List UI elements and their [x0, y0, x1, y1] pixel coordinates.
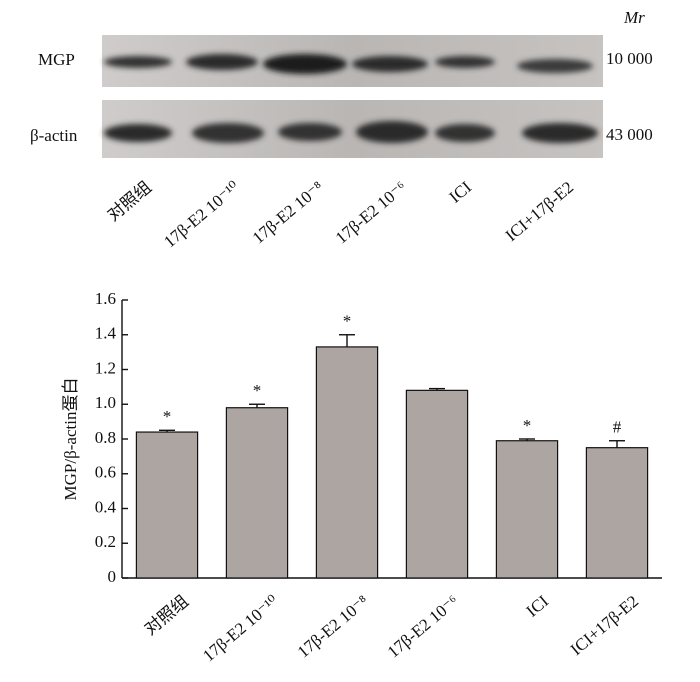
x-tick-label: 17β-E2 10⁻⁸ — [294, 591, 372, 661]
annotation: * — [343, 312, 352, 331]
y-axis-label: MGP/β-actin蛋白 — [61, 378, 80, 501]
y-tick-label: 0.6 — [95, 463, 116, 482]
y-tick-label: 0.2 — [95, 532, 116, 551]
bar — [225, 407, 289, 579]
bar — [495, 440, 559, 579]
lane-label: 17β-E2 10⁻⁸ — [249, 177, 327, 247]
mr-header: Mr — [623, 8, 645, 27]
y-tick-label: 1.0 — [95, 393, 116, 412]
bar — [135, 431, 199, 579]
bar — [405, 389, 469, 579]
x-tick-label: 17β-E2 10⁻⁶ — [384, 591, 462, 661]
blot-panel — [102, 35, 603, 87]
y-tick-label: 0.4 — [95, 497, 117, 516]
lane-label: 17β-E2 10⁻¹⁰ — [160, 177, 243, 251]
bands — [104, 54, 598, 143]
lane-label: ICI — [446, 177, 476, 206]
annotation: * — [253, 381, 262, 400]
y-tick-label: 0 — [108, 567, 117, 586]
annotation: # — [613, 418, 622, 437]
annotation: * — [163, 407, 172, 426]
x-tick-label: ICI+17β-E2 — [567, 592, 642, 660]
row-label: β-actin — [30, 126, 78, 145]
y-tick-label: 1.4 — [95, 324, 117, 343]
mr-value: 43 000 — [606, 125, 653, 144]
x-tick-label: 17β-E2 10⁻¹⁰ — [199, 591, 282, 665]
mr-value: 10 000 — [606, 49, 653, 68]
bar — [585, 447, 649, 579]
lane-label: 17β-E2 10⁻⁶ — [332, 177, 410, 247]
y-tick-label: 0.8 — [95, 428, 116, 447]
blot-panel — [102, 100, 603, 158]
row-label: MGP — [38, 50, 75, 69]
bar — [315, 346, 379, 579]
annotation: * — [523, 416, 532, 435]
x-tick-label: ICI — [523, 591, 553, 620]
y-tick-label: 1.2 — [95, 358, 116, 377]
x-tick-label: 对照组 — [141, 592, 192, 639]
y-tick-label: 1.6 — [95, 289, 116, 308]
lane-label: 对照组 — [104, 178, 155, 225]
lane-label: ICI+17β-E2 — [502, 178, 577, 246]
